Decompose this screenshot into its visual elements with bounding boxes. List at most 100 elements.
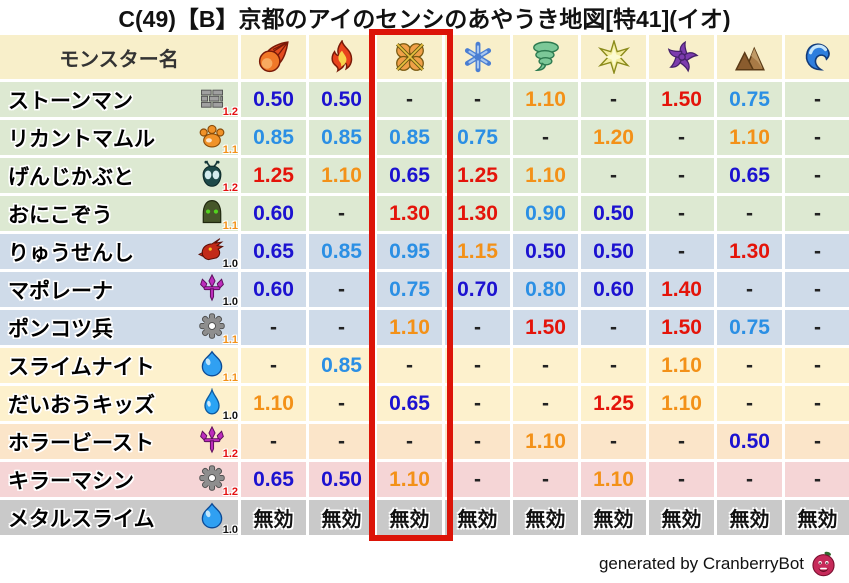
resistance-value: 0.95	[389, 239, 430, 263]
value-cell: 0.85	[309, 234, 374, 269]
explosion-icon	[393, 40, 427, 74]
monster-name: りゅうせんし	[8, 241, 134, 265]
beetle-icon	[198, 160, 226, 188]
value-cell: 無効	[377, 500, 442, 535]
resistance-value: 0.50	[253, 87, 294, 111]
value-cell: 1.25	[581, 386, 646, 421]
value-cell: 1.10	[513, 158, 578, 193]
credit-text: generated by CranberryBot	[598, 553, 804, 573]
value-cell: 1.40	[649, 272, 714, 307]
footer: generated by CranberryBot	[599, 550, 837, 577]
resistance-value: -	[814, 125, 821, 149]
value-cell: 0.60	[241, 196, 306, 231]
gear-icon	[198, 464, 226, 492]
monster-name: リカントマムル	[8, 127, 155, 151]
element-header-cell	[581, 35, 646, 79]
resistance-value: 0.85	[321, 353, 362, 377]
value-cell: -	[717, 196, 782, 231]
resistance-value: -	[610, 163, 617, 187]
element-header-cell	[445, 35, 510, 79]
value-cell: -	[309, 424, 374, 459]
resistance-value: -	[610, 87, 617, 111]
resistance-value: 0.85	[253, 125, 294, 149]
value-cell: -	[785, 424, 849, 459]
resistance-value: -	[814, 467, 821, 491]
resistance-value: 0.50	[525, 239, 566, 263]
resistance-value: 0.75	[729, 87, 770, 111]
resistance-value: 0.50	[593, 201, 634, 225]
resistance-value: 1.10	[525, 163, 566, 187]
monster-icon-box: 1.2	[196, 425, 238, 460]
resistance-value: 0.85	[321, 239, 362, 263]
monster-name-cell: メタルスライム 1.0	[0, 500, 238, 536]
resistance-value: 1.10	[525, 87, 566, 111]
pinwheel-icon	[665, 40, 699, 74]
trident-icon	[198, 425, 226, 454]
resistance-value: 0.65	[253, 467, 294, 491]
value-cell: -	[785, 120, 849, 155]
monster-icon-box: 1.1	[196, 121, 238, 156]
value-cell: -	[241, 310, 306, 345]
value-cell: 無効	[445, 500, 510, 535]
resistance-value: 0.90	[525, 201, 566, 225]
resistance-value: -	[610, 353, 617, 377]
monster-name: マポレーナ	[8, 279, 113, 303]
element-header-cell	[649, 35, 714, 79]
monster-name-cell: だいおうキッズ 1.0	[0, 386, 238, 422]
value-cell: -	[581, 158, 646, 193]
resistance-value: 0.75	[729, 315, 770, 339]
resistance-value: -	[270, 315, 277, 339]
value-cell: 0.70	[445, 272, 510, 307]
value-cell: -	[649, 158, 714, 193]
monster-modifier: 1.2	[222, 182, 238, 194]
monster-name-cell: マポレーナ 1.0	[0, 272, 238, 308]
element-header-cell	[513, 35, 578, 79]
monster-modifier: 1.2	[222, 448, 238, 460]
resistance-value: 0.50	[593, 239, 634, 263]
value-cell: -	[785, 348, 849, 383]
resistance-value: 1.25	[253, 163, 294, 187]
monster-modifier: 1.2	[222, 106, 238, 118]
monster-name-cell: ホラービースト 1.2	[0, 424, 238, 460]
value-cell: -	[717, 272, 782, 307]
value-cell: 0.75	[717, 82, 782, 117]
value-cell: 1.25	[241, 158, 306, 193]
value-cell: 0.60	[581, 272, 646, 307]
monster-icon-box: 1.0	[196, 235, 238, 270]
resistance-value: -	[474, 315, 481, 339]
monster-name: だいおうキッズ	[8, 393, 155, 417]
value-cell: -	[649, 120, 714, 155]
resistance-value: 0.50	[321, 467, 362, 491]
monster-icon-box: 1.1	[196, 311, 238, 346]
resistance-value: 1.10	[525, 429, 566, 453]
flame-icon	[325, 39, 359, 74]
monster-modifier: 1.1	[222, 372, 238, 384]
resistance-value: 1.10	[253, 391, 294, 415]
resistance-value: -	[678, 429, 685, 453]
monster-name: メタルスライム	[8, 507, 155, 531]
value-cell: -	[513, 120, 578, 155]
value-cell: -	[241, 348, 306, 383]
value-cell: -	[785, 386, 849, 421]
monster-name-cell: りゅうせんし 1.0	[0, 234, 238, 270]
resistance-value: 0.65	[389, 391, 430, 415]
resistance-value: -	[746, 391, 753, 415]
resistance-value: -	[474, 467, 481, 491]
resistance-value: -	[814, 315, 821, 339]
monster-name-cell: リカントマムル 1.1	[0, 120, 238, 156]
monster-modifier: 1.0	[222, 296, 238, 308]
value-cell: 0.75	[377, 272, 442, 307]
resistance-value: 1.10	[661, 353, 702, 377]
resistance-value: 0.80	[525, 277, 566, 301]
value-cell: -	[309, 196, 374, 231]
monster-icon-box: 1.0	[196, 501, 238, 536]
resistance-value: -	[814, 391, 821, 415]
resistance-value: 無効	[661, 509, 702, 531]
resistance-value: 無効	[797, 509, 838, 531]
monster-modifier: 1.1	[222, 220, 238, 232]
monster-name-cell: ポンコツ兵 1.1	[0, 310, 238, 346]
monster-name: ポンコツ兵	[8, 317, 113, 341]
slime-icon	[198, 350, 226, 378]
value-cell: 0.75	[445, 120, 510, 155]
